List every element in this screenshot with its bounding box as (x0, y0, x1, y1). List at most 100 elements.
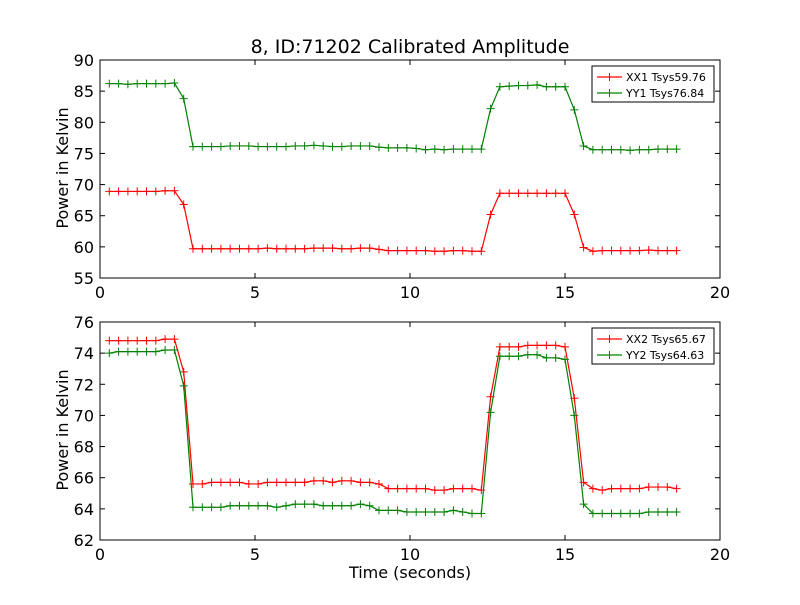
data-point-bottom-1-39 (468, 509, 476, 518)
data-point-top-1-29 (375, 143, 383, 152)
data-point-bottom-0-36 (440, 486, 449, 495)
data-point-bottom-1-22 (309, 500, 318, 509)
data-point-bottom-0-8 (179, 367, 188, 376)
y-tick-label-bottom-2: 66 (74, 469, 94, 488)
data-point-top-0-0 (105, 187, 114, 196)
data-point-top-1-43 (505, 82, 514, 91)
data-point-top-0-36 (440, 247, 449, 256)
data-point-bottom-1-4 (142, 347, 151, 356)
y-axis-label-bottom: Power in Kelvin (53, 369, 72, 490)
data-point-bottom-0-37 (449, 484, 458, 493)
data-point-top-0-30 (384, 246, 393, 255)
data-point-bottom-1-34 (421, 507, 430, 516)
data-point-top-0-41 (486, 210, 495, 219)
data-point-top-1-31 (393, 143, 402, 152)
data-point-bottom-1-37 (449, 506, 458, 515)
data-point-top-0-11 (207, 244, 216, 253)
data-point-top-0-8 (179, 200, 188, 209)
data-point-top-1-1 (114, 79, 123, 88)
data-point-top-0-21 (300, 244, 309, 253)
legend-marker-top-1 (605, 89, 614, 97)
plot-panel-bottom: 0 5 10 15 20 62 64 66 68 70 72 74 76 XX2 Tsys65.67 YY2… (74, 313, 731, 564)
data-point-top-1-22 (309, 141, 318, 150)
data-point-bottom-0-35 (430, 486, 439, 495)
data-point-bottom-1-42 (495, 352, 504, 361)
data-point-top-0-7 (170, 186, 179, 195)
data-point-bottom-0-18 (272, 478, 281, 487)
data-point-top-1-33 (412, 144, 421, 153)
data-point-top-1-13 (226, 141, 235, 150)
legend-label-bottom-1: YY2 Tsys64.63 (625, 349, 704, 362)
x-tick-label-top-2: 10 (400, 283, 420, 302)
y-tick-label-bottom-6: 74 (74, 344, 94, 363)
x-tick-label-bottom-0: 0 (95, 545, 105, 564)
data-point-top-0-10 (198, 244, 207, 253)
data-point-top-1-59 (654, 145, 662, 154)
data-point-bottom-0-43 (505, 342, 514, 351)
data-point-top-0-55 (616, 246, 625, 255)
data-point-bottom-0-61 (672, 484, 681, 493)
data-point-bottom-1-17 (263, 501, 272, 510)
data-point-top-0-31 (393, 246, 402, 255)
data-point-top-0-53 (598, 246, 607, 255)
data-point-bottom-0-34 (421, 484, 430, 493)
data-point-top-0-43 (505, 189, 514, 198)
data-point-bottom-1-20 (291, 500, 300, 509)
data-point-top-1-61 (672, 145, 681, 154)
legend-marker-bottom-0 (605, 335, 614, 343)
data-point-bottom-0-29 (375, 479, 383, 488)
data-point-bottom-1-57 (635, 509, 644, 518)
data-point-bottom-0-22 (309, 476, 318, 485)
data-point-bottom-1-61 (672, 507, 681, 516)
data-point-bottom-0-46 (533, 341, 542, 350)
data-point-bottom-0-55 (616, 484, 625, 493)
data-point-bottom-0-2 (123, 336, 132, 345)
data-point-top-1-57 (635, 145, 644, 154)
data-point-top-0-24 (328, 244, 337, 253)
data-point-top-0-39 (468, 247, 476, 256)
data-point-bottom-1-1 (114, 347, 123, 356)
data-point-bottom-0-0 (105, 336, 114, 345)
data-point-top-1-9 (189, 142, 197, 151)
data-point-top-1-26 (347, 141, 356, 150)
data-point-top-1-23 (319, 141, 328, 150)
data-point-top-1-0 (105, 79, 114, 88)
data-point-top-1-49 (561, 82, 569, 91)
data-point-bottom-1-44 (514, 352, 523, 361)
data-point-bottom-1-9 (189, 503, 197, 512)
data-point-top-0-18 (272, 244, 281, 253)
data-point-top-0-35 (430, 247, 439, 256)
data-point-bottom-1-32 (402, 507, 411, 516)
data-point-bottom-1-13 (226, 501, 235, 510)
data-point-bottom-1-5 (151, 347, 160, 356)
data-point-bottom-1-28 (365, 501, 374, 510)
data-point-top-0-48 (551, 189, 560, 198)
data-point-bottom-1-53 (598, 509, 607, 518)
data-point-top-1-32 (402, 143, 411, 152)
y-tick-label-top-7: 90 (74, 51, 94, 70)
data-point-top-0-22 (309, 244, 318, 253)
data-point-top-1-4 (142, 79, 151, 88)
data-point-bottom-0-33 (412, 484, 421, 493)
data-point-bottom-1-0 (105, 349, 114, 358)
data-point-top-0-2 (123, 187, 132, 196)
data-point-bottom-1-41 (486, 408, 495, 417)
data-point-bottom-0-21 (300, 478, 309, 487)
data-point-top-1-6 (161, 79, 170, 88)
data-point-top-1-36 (440, 145, 449, 154)
data-point-top-1-2 (123, 80, 132, 89)
data-point-bottom-1-23 (319, 501, 328, 510)
data-point-bottom-1-29 (375, 506, 383, 515)
data-point-bottom-1-56 (626, 509, 635, 518)
data-point-bottom-0-12 (216, 478, 225, 487)
data-point-bottom-1-6 (161, 346, 170, 355)
data-point-top-1-21 (300, 141, 309, 150)
y-axis-label-top: Power in Kelvin (53, 107, 72, 228)
legend-label-bottom-0: XX2 Tsys65.67 (626, 333, 706, 346)
data-point-bottom-1-12 (216, 503, 225, 512)
data-point-top-1-17 (263, 142, 272, 151)
data-point-bottom-0-27 (356, 478, 365, 487)
data-point-top-0-61 (672, 246, 681, 255)
legend-box-bottom (591, 327, 715, 365)
data-point-bottom-0-32 (402, 484, 411, 493)
